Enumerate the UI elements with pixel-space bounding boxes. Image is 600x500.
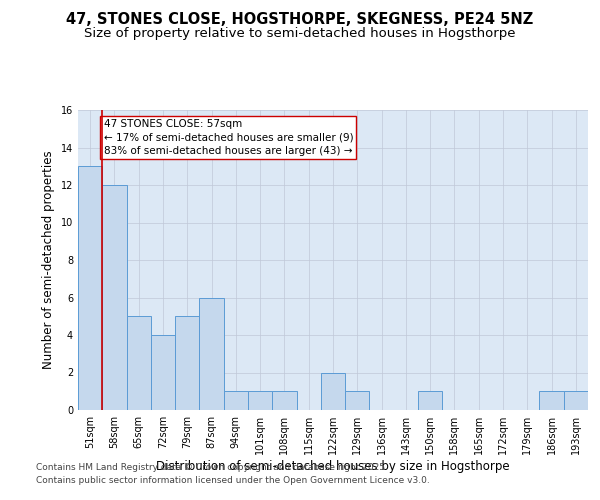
Bar [102,185,127,410]
Text: Contains public sector information licensed under the Open Government Licence v3: Contains public sector information licen… [36,476,430,485]
Bar [127,316,151,410]
Bar [248,391,272,410]
Bar [151,335,175,410]
Text: 47, STONES CLOSE, HOGSTHORPE, SKEGNESS, PE24 5NZ: 47, STONES CLOSE, HOGSTHORPE, SKEGNESS, … [67,12,533,28]
Text: 47 STONES CLOSE: 57sqm
← 17% of semi-detached houses are smaller (9)
83% of semi: 47 STONES CLOSE: 57sqm ← 17% of semi-det… [104,120,353,156]
Bar [199,298,224,410]
Text: Size of property relative to semi-detached houses in Hogsthorpe: Size of property relative to semi-detach… [84,28,516,40]
Bar [224,391,248,410]
Bar [175,316,199,410]
Bar [539,391,564,410]
Bar [78,166,102,410]
Bar [345,391,370,410]
Bar [564,391,588,410]
Bar [321,372,345,410]
Bar [272,391,296,410]
X-axis label: Distribution of semi-detached houses by size in Hogsthorpe: Distribution of semi-detached houses by … [156,460,510,473]
Bar [418,391,442,410]
Y-axis label: Number of semi-detached properties: Number of semi-detached properties [42,150,55,370]
Text: Contains HM Land Registry data © Crown copyright and database right 2025.: Contains HM Land Registry data © Crown c… [36,464,388,472]
